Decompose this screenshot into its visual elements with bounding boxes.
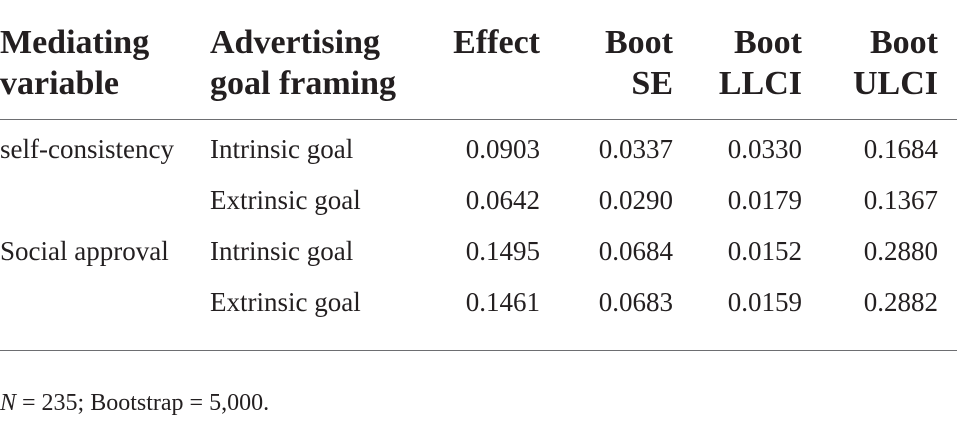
header-line: goal framing	[210, 65, 397, 102]
cell-framing: Intrinsic goal	[210, 134, 354, 164]
cell-effect: 0.0903	[465, 134, 540, 164]
cell-framing: Extrinsic goal	[210, 287, 361, 317]
header-line: variable	[0, 65, 119, 102]
table-row: self-consistency Intrinsic goal 0.0903 0…	[0, 124, 957, 175]
cell-boot-llci: 0.0152	[727, 236, 802, 266]
cell-boot-se: 0.0683	[598, 287, 673, 317]
cell-boot-se: 0.0290	[598, 185, 673, 215]
results-table: Mediating variable Advertising goal fram…	[0, 0, 957, 351]
header-boot-ulci: Boot ULCI	[853, 22, 938, 104]
table-footnote: N = 235; Bootstrap = 5,000.	[0, 388, 269, 418]
cell-effect: 0.1461	[465, 287, 540, 317]
cell-mediator: Social approval	[0, 236, 169, 266]
header-boot-se: Boot SE	[605, 22, 673, 104]
cell-boot-llci: 0.0159	[727, 287, 802, 317]
header-line: Effect	[453, 24, 540, 61]
header-line: SE	[631, 65, 673, 102]
cell-boot-se: 0.0337	[598, 134, 673, 164]
cell-mediator: self-consistency	[0, 134, 174, 164]
header-boot-llci: Boot LLCI	[719, 22, 802, 104]
footnote-text: = 235; Bootstrap = 5,000.	[16, 390, 270, 416]
header-line: Advertising	[210, 24, 380, 61]
footnote-n-symbol: N	[0, 390, 17, 416]
header-line: ULCI	[852, 65, 938, 102]
cell-boot-ulci: 0.2882	[863, 287, 938, 317]
table-row: Extrinsic goal 0.1461 0.0683 0.0159 0.28…	[0, 277, 957, 328]
table-row: Social approval Intrinsic goal 0.1495 0.…	[0, 226, 957, 277]
cell-boot-ulci: 0.1367	[863, 185, 938, 215]
cell-framing: Extrinsic goal	[210, 185, 361, 215]
header-rule	[0, 119, 957, 120]
cell-boot-llci: 0.0330	[727, 134, 802, 164]
cell-boot-llci: 0.0179	[727, 185, 802, 215]
bottom-rule	[0, 350, 957, 351]
header-line: LLCI	[718, 65, 802, 102]
header-effect: Effect	[453, 22, 540, 63]
cell-boot-ulci: 0.2880	[863, 236, 938, 266]
header-line: Boot	[605, 24, 673, 61]
header-line: Boot	[870, 24, 938, 61]
table-header-row: Mediating variable Advertising goal fram…	[0, 0, 957, 119]
header-mediating-variable: Mediating variable	[0, 22, 149, 104]
header-line: Mediating	[0, 24, 150, 61]
cell-effect: 0.1495	[465, 236, 540, 266]
cell-effect: 0.0642	[465, 185, 540, 215]
header-line: Boot	[734, 24, 802, 61]
header-advertising-goal-framing: Advertising goal framing	[210, 22, 396, 104]
cell-boot-se: 0.0684	[598, 236, 673, 266]
table-row: Extrinsic goal 0.0642 0.0290 0.0179 0.13…	[0, 175, 957, 226]
cell-boot-ulci: 0.1684	[863, 134, 938, 164]
cell-framing: Intrinsic goal	[210, 236, 354, 266]
